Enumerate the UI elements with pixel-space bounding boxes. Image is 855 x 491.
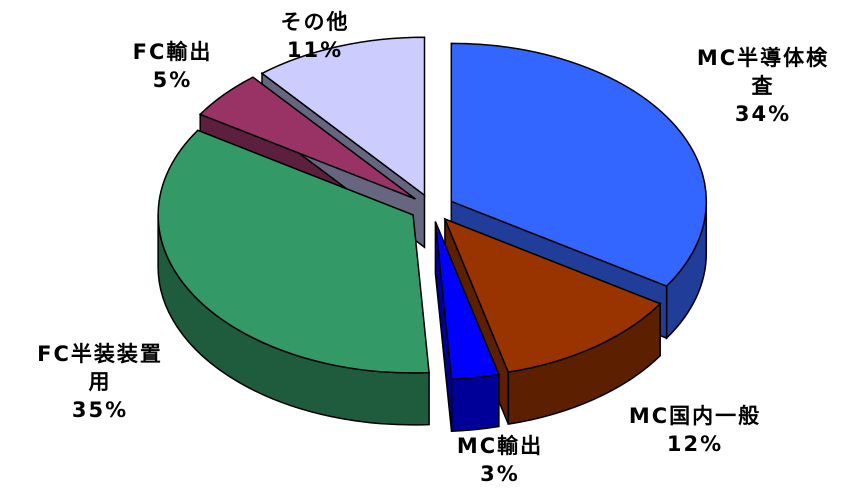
slice-2-side bbox=[450, 373, 500, 432]
slice-name-line: MC輸出 bbox=[456, 434, 544, 458]
slice-name-line: 用 bbox=[88, 370, 112, 394]
slice-percent: 35% bbox=[71, 398, 129, 422]
slice-label-mc-domestic: MC国内一般 12% bbox=[595, 402, 795, 458]
slice-name-line: MC半導体検 bbox=[696, 46, 830, 70]
slice-name-line: FC半装装置 bbox=[37, 342, 163, 366]
pie-tops bbox=[157, 36, 708, 380]
slice-percent: 11% bbox=[286, 38, 344, 62]
slice-3-top bbox=[157, 129, 430, 374]
slice-percent: 3% bbox=[480, 462, 520, 486]
slice-percent: 12% bbox=[666, 432, 724, 456]
slice-label-mc-export: MC輸出 3% bbox=[430, 432, 570, 488]
slice-5-top bbox=[260, 36, 426, 197]
slice-label-mc-semiconductor: MC半導体検 査 34% bbox=[668, 44, 855, 128]
slice-name-line: FC輸出 bbox=[132, 40, 213, 64]
slice-label-fc-equipment: FC半装装置 用 35% bbox=[0, 340, 200, 424]
slice-name-line: その他 bbox=[280, 10, 350, 34]
slice-label-fc-export: FC輸出 5% bbox=[100, 38, 245, 94]
slice-2-top bbox=[434, 221, 500, 380]
slice-4-top bbox=[198, 76, 416, 200]
slice-name-line: MC国内一般 bbox=[628, 404, 762, 428]
slice-percent: 34% bbox=[734, 102, 792, 126]
slice-label-other: その他 11% bbox=[250, 8, 380, 64]
slice-1-top bbox=[443, 217, 662, 373]
slice-0-top bbox=[450, 42, 708, 287]
slice-percent: 5% bbox=[152, 68, 193, 92]
slice-name-line: 査 bbox=[751, 74, 775, 98]
